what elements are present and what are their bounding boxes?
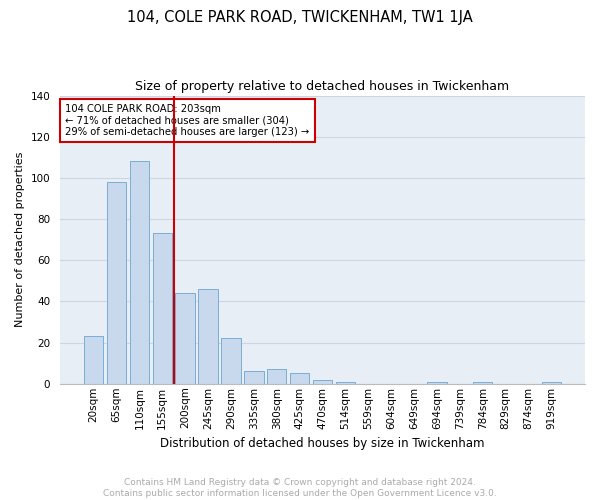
Bar [152, 234, 172, 384]
Bar [473, 382, 493, 384]
Bar [175, 293, 195, 384]
Text: 104 COLE PARK ROAD: 203sqm
← 71% of detached houses are smaller (304)
29% of sem: 104 COLE PARK ROAD: 203sqm ← 71% of deta… [65, 104, 310, 138]
Bar [427, 382, 446, 384]
Text: 104, COLE PARK ROAD, TWICKENHAM, TW1 1JA: 104, COLE PARK ROAD, TWICKENHAM, TW1 1JA [127, 10, 473, 25]
Bar [130, 162, 149, 384]
Text: Contains HM Land Registry data © Crown copyright and database right 2024.
Contai: Contains HM Land Registry data © Crown c… [103, 478, 497, 498]
Bar [313, 380, 332, 384]
Bar [267, 370, 286, 384]
Title: Size of property relative to detached houses in Twickenham: Size of property relative to detached ho… [136, 80, 509, 93]
Bar [244, 372, 263, 384]
Bar [290, 374, 310, 384]
Bar [199, 289, 218, 384]
Bar [542, 382, 561, 384]
Bar [84, 336, 103, 384]
Bar [335, 382, 355, 384]
X-axis label: Distribution of detached houses by size in Twickenham: Distribution of detached houses by size … [160, 437, 485, 450]
Bar [107, 182, 126, 384]
Y-axis label: Number of detached properties: Number of detached properties [15, 152, 25, 328]
Bar [221, 338, 241, 384]
